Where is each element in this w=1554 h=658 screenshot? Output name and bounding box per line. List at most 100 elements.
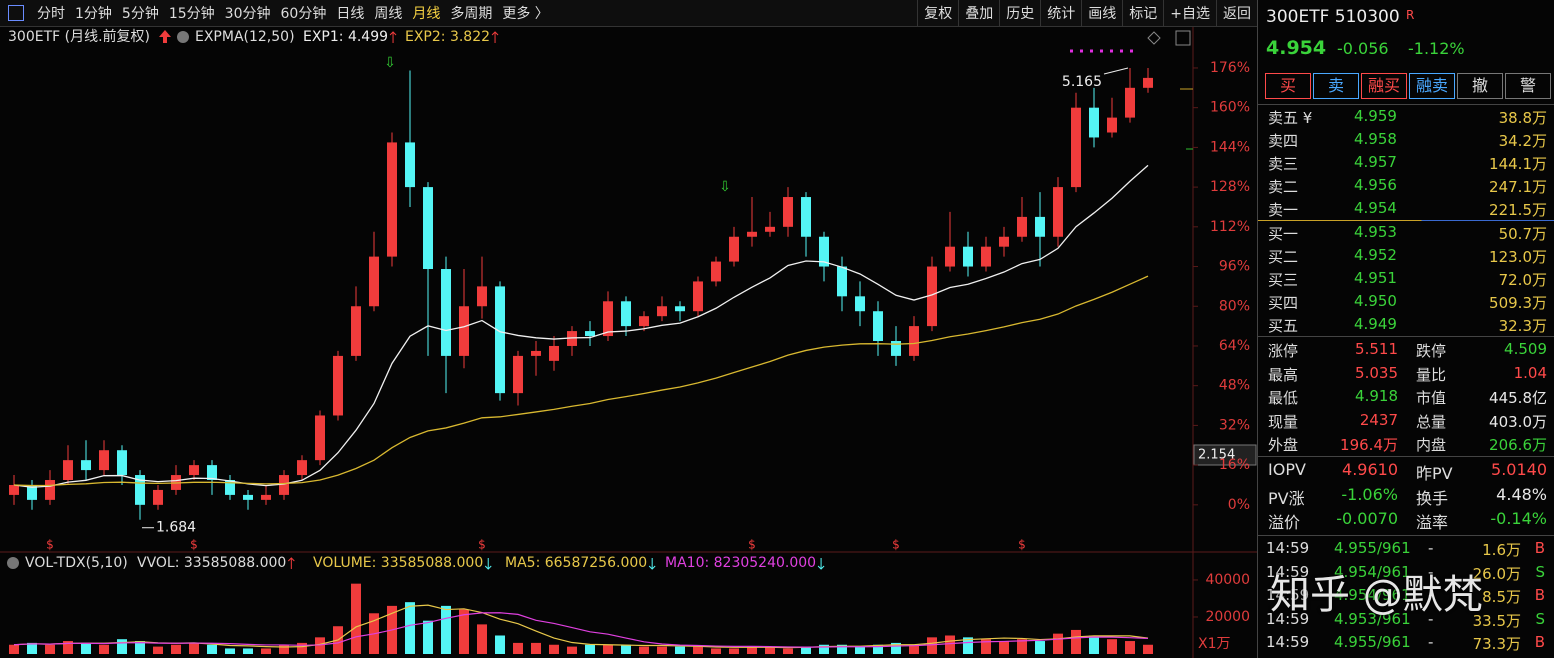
period-tab[interactable]: 5分钟 [121, 6, 159, 22]
tool-tabs: 复权 叠加 历史 统计 画线 标记 +自选 返回 [917, 0, 1257, 27]
dividend-mark: $ [748, 538, 756, 552]
trade-flag: - [1428, 633, 1434, 651]
watermark: 知乎 @默梵 [1270, 572, 1483, 618]
tool-tab[interactable]: 画线 [1081, 0, 1122, 27]
period-tab[interactable]: 周线 [374, 6, 403, 22]
settings-icon[interactable] [7, 557, 19, 569]
level-volume: 247.1万 [1489, 178, 1547, 196]
settings-icon[interactable] [177, 31, 189, 43]
candle-body [99, 450, 109, 471]
panel-icon[interactable] [8, 5, 24, 21]
volume-bar [441, 605, 451, 654]
trade-button[interactable]: 融卖 [1409, 73, 1455, 99]
stat-value: 403.0万 [1489, 412, 1547, 431]
candle-body [657, 306, 667, 317]
volume-bar [225, 648, 235, 654]
candle-body [189, 465, 199, 476]
pv-row: PV涨 -1.06% 换手 4.48% [1258, 483, 1554, 508]
trade-price: 4.953/961 [1334, 609, 1411, 628]
pv-row: IOPV 4.9610 昨PV 5.0140 [1258, 458, 1554, 483]
trade-side: S [1535, 657, 1545, 658]
candle-body [585, 331, 595, 337]
tool-tab[interactable]: 叠加 [958, 0, 999, 27]
candle-body [1071, 107, 1081, 188]
trade-row: 14:59 4.953/961- 33.5万 S [1258, 608, 1554, 631]
volume-bar [495, 635, 505, 654]
volume-bar [819, 644, 829, 654]
candle-body [675, 306, 685, 312]
volume-bar [891, 642, 901, 654]
tool-tab[interactable]: 返回 [1216, 0, 1257, 27]
candle-body [225, 480, 235, 495]
panel-toggle[interactable] [1175, 30, 1191, 46]
stat-value: 4.509 [1504, 340, 1547, 358]
volume-bar [999, 641, 1009, 654]
volume-bar [261, 648, 271, 654]
period-tab[interactable]: 更多 〉 [502, 6, 549, 22]
stat-value: 445.8亿 [1489, 389, 1547, 407]
volume-bar [513, 642, 523, 654]
level-price: 4.957 [1354, 153, 1397, 171]
trade-row: 14:59 4.955/961- 73.3万 B [1258, 631, 1554, 654]
chart-bg [0, 27, 1257, 658]
pv-label: PV涨 [1268, 488, 1305, 508]
volume-bar [9, 644, 19, 654]
trade-row: 14:59 4.955/961- 1.6万 B [1258, 537, 1554, 560]
tool-tab[interactable]: 复权 [917, 0, 958, 27]
pv-row: 溢价 -0.0070 溢率 -0.14% [1258, 507, 1554, 532]
order-row: 买三 4.951 72.0万 [1258, 267, 1554, 290]
dividend-mark: $ [46, 538, 54, 552]
period-tab[interactable]: 30分钟 [224, 6, 271, 22]
period-tab[interactable]: 1分钟 [75, 6, 112, 22]
stat-label: 量比 [1416, 365, 1447, 384]
candle-body [1125, 87, 1135, 118]
trade-time: 14:59 [1266, 657, 1309, 658]
period-tab[interactable]: 60分钟 [280, 6, 327, 22]
pv-value: -0.14% [1490, 509, 1547, 528]
tool-tab[interactable]: +自选 [1163, 0, 1216, 27]
candle-body [495, 286, 505, 394]
trade-button[interactable]: 融买 [1361, 73, 1407, 99]
trade-button[interactable]: 警 [1505, 73, 1551, 99]
period-tab[interactable]: 月线 [412, 6, 441, 22]
y-tick-label: 16% [1219, 457, 1250, 473]
price: 4.954 [1266, 37, 1327, 59]
chart-area: ⇩ ⇩ 2.154 300ETF (月线.前复权) EXPMA(12,50) EXP… [0, 27, 1257, 658]
candle-body [765, 226, 775, 232]
pv-label: IOPV [1268, 460, 1306, 479]
trade-button[interactable]: 撤 [1457, 73, 1503, 99]
period-tab[interactable]: 15分钟 [168, 6, 215, 22]
trade-button[interactable]: 卖 [1313, 73, 1359, 99]
trade-side: S [1535, 562, 1545, 581]
stat-value: 2437 [1359, 410, 1398, 429]
tool-tab[interactable]: 统计 [1040, 0, 1081, 27]
tool-tab[interactable]: 标记 [1122, 0, 1163, 27]
level-price: 4.949 [1354, 315, 1397, 333]
period-tab[interactable]: 分时 [37, 6, 65, 22]
candle-body [567, 331, 577, 346]
trade-price: 4.954/961 [1334, 586, 1411, 604]
level: 买三 [1268, 271, 1299, 289]
level-volume: 50.7万 [1498, 225, 1547, 243]
level-volume: 72.0万 [1498, 271, 1547, 289]
divider [1258, 456, 1554, 457]
candle-body [477, 286, 487, 307]
volume-bar [153, 646, 163, 654]
candle-body [459, 306, 469, 356]
change: -0.056 [1337, 39, 1389, 58]
candle-body [45, 480, 55, 500]
volume-bar [711, 648, 721, 654]
trade-button[interactable]: 买 [1265, 73, 1311, 99]
order-row: 买四 4.950 509.3万 [1258, 290, 1554, 313]
trade-time: 14:59 [1266, 633, 1310, 651]
tool-tab[interactable]: 历史 [999, 0, 1040, 27]
volume-bar [945, 635, 955, 654]
volume-bar [315, 637, 325, 654]
period-tab[interactable]: 多周期 [450, 6, 493, 22]
volume-bar [693, 646, 703, 654]
candle-body [747, 231, 757, 237]
period-tab[interactable]: 日线 [336, 6, 365, 22]
diamond-icon[interactable] [1147, 31, 1161, 45]
stat-value: 196.4万 [1340, 436, 1398, 454]
volume-bar [585, 644, 595, 654]
